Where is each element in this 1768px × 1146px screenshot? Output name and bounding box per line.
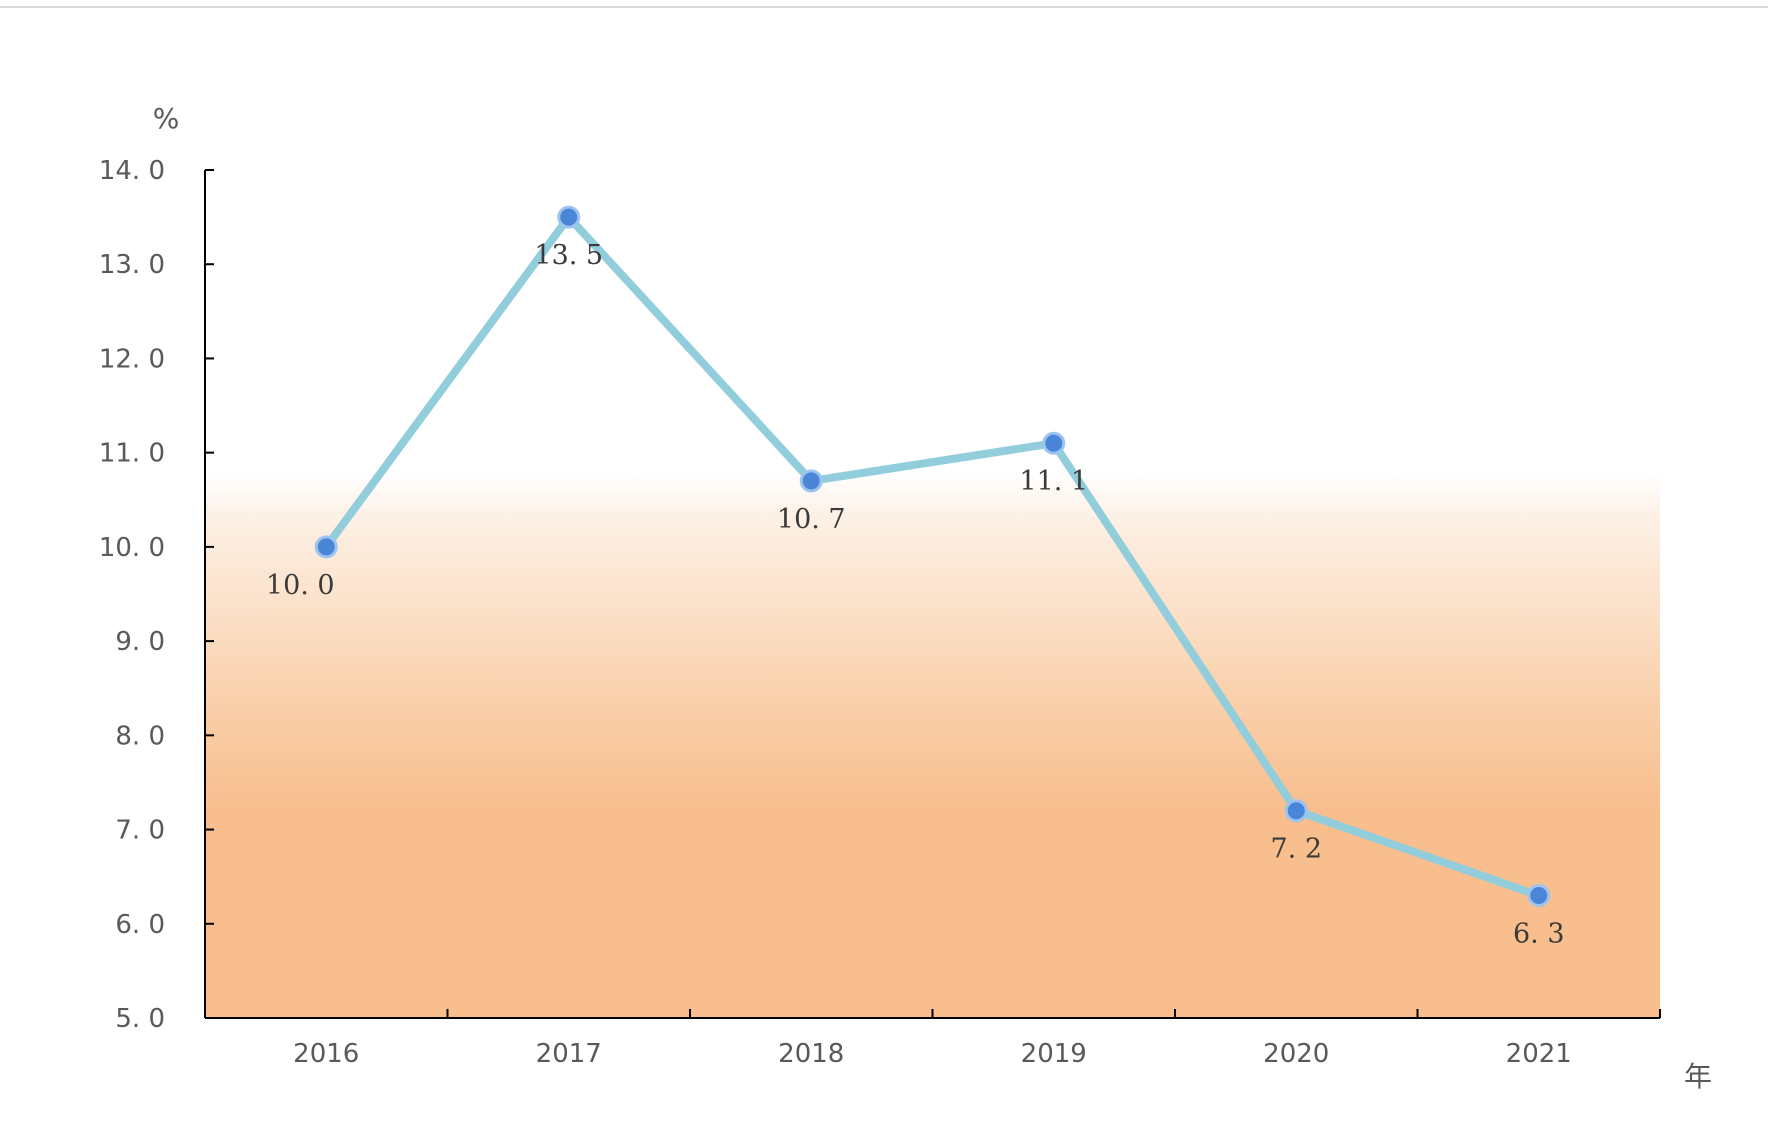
y-tick-label: 5. 0 [115, 1004, 165, 1034]
y-tick-label: 14. 0 [99, 156, 165, 186]
series-group [314, 205, 1551, 908]
data-point-marker [557, 205, 581, 229]
labels-group: 10. 0 13. 5 10. 7 11. 1 7. 2 6. 3 [266, 240, 1565, 949]
y-tick-label: 12. 0 [99, 344, 165, 374]
data-label: 10. 7 [777, 504, 846, 535]
data-label: 10. 0 [266, 570, 335, 601]
x-tick-label: 2020 [1263, 1039, 1329, 1069]
plot-background [205, 472, 1660, 1018]
top-rule [0, 0, 1768, 8]
data-point-marker [1042, 431, 1066, 455]
y-tick-label: 7. 0 [115, 816, 165, 846]
data-point-marker [799, 469, 823, 493]
y-tick-label: 13. 0 [99, 250, 165, 280]
axes: 5. 0 6. 0 7. 0 8. 0 9. 0 10. 0 11. 0 12. 0 13. 0… [99, 156, 1661, 1069]
data-point-marker [1527, 884, 1551, 908]
data-label: 11. 1 [1019, 466, 1088, 497]
x-tick-label: 2021 [1506, 1039, 1572, 1069]
y-tick-label: 10. 0 [99, 533, 165, 563]
data-label: 13. 5 [534, 240, 603, 271]
x-axis-unit-label: 年 [1684, 1060, 1712, 1093]
x-tick-label: 2019 [1021, 1039, 1087, 1069]
x-tick-label: 2018 [778, 1039, 844, 1069]
y-tick-label: 8. 0 [115, 721, 165, 751]
y-tick-label: 9. 0 [115, 627, 165, 657]
data-point-marker [314, 535, 338, 559]
data-label: 7. 2 [1270, 834, 1322, 865]
series-line [322, 213, 1543, 900]
x-tick-label: 2016 [293, 1039, 359, 1069]
data-label: 6. 3 [1513, 919, 1565, 950]
y-axis-unit-label: % [153, 102, 180, 135]
data-point-marker [1284, 799, 1308, 823]
x-tick-label: 2017 [536, 1039, 602, 1069]
y-tick-label: 6. 0 [115, 910, 165, 940]
y-tick-label: 11. 0 [99, 439, 165, 469]
